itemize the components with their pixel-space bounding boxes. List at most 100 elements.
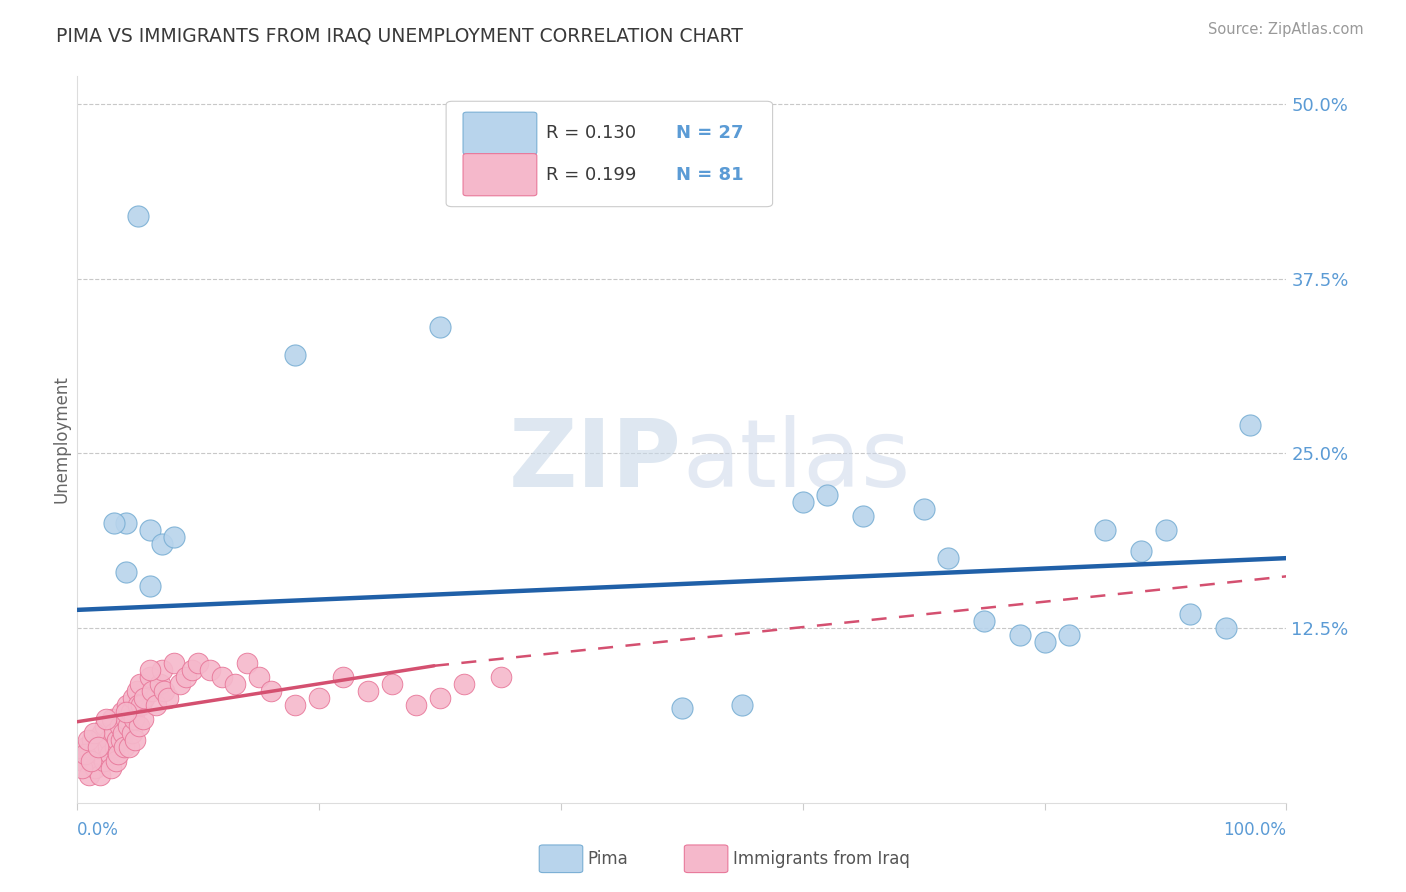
FancyBboxPatch shape (685, 845, 728, 872)
Point (84, 761, 107, 775)
Point (284, 348, 307, 362)
Point (139, 523, 162, 537)
Point (1154, 523, 1177, 537)
Point (815, 488, 838, 502)
Text: Immigrants from Iraq: Immigrants from Iraq (733, 850, 910, 868)
FancyBboxPatch shape (540, 845, 582, 872)
Point (89, 768, 111, 782)
Text: ZIP: ZIP (509, 415, 682, 508)
FancyBboxPatch shape (463, 112, 537, 154)
Point (145, 698, 167, 712)
Point (489, 670, 512, 684)
Point (141, 684, 163, 698)
Point (101, 712, 124, 726)
Point (381, 677, 404, 691)
Text: R = 0.130: R = 0.130 (547, 123, 637, 142)
Point (127, 698, 149, 712)
Point (94, 719, 117, 733)
Text: Source: ZipAtlas.com: Source: ZipAtlas.com (1208, 22, 1364, 37)
Point (114, 705, 136, 719)
Point (200, 663, 222, 677)
Point (356, 684, 378, 698)
FancyBboxPatch shape (463, 153, 537, 195)
Point (131, 712, 153, 726)
Point (90, 726, 112, 740)
Point (107, 747, 129, 761)
Point (122, 690, 145, 705)
Point (332, 670, 354, 684)
Point (1178, 607, 1201, 621)
Text: N = 81: N = 81 (676, 166, 744, 184)
Point (247, 670, 270, 684)
Point (87, 747, 110, 761)
Point (114, 516, 136, 531)
Point (114, 739, 136, 754)
Point (83, 726, 105, 740)
Point (104, 739, 127, 754)
Point (125, 684, 148, 698)
Point (115, 698, 138, 712)
Point (114, 565, 136, 579)
Point (105, 754, 128, 768)
Point (731, 698, 754, 712)
Text: PIMA VS IMMIGRANTS FROM IRAQ UNEMPLOYMENT CORRELATION CHART: PIMA VS IMMIGRANTS FROM IRAQ UNEMPLOYMEN… (56, 27, 744, 45)
Point (405, 698, 427, 712)
Point (912, 502, 935, 516)
Point (157, 690, 180, 705)
Point (112, 726, 135, 740)
Text: Pima: Pima (588, 850, 628, 868)
Point (936, 551, 959, 566)
Point (792, 495, 814, 509)
Text: N = 27: N = 27 (676, 123, 744, 142)
Point (1033, 635, 1056, 649)
Point (139, 670, 162, 684)
Point (79, 754, 101, 768)
Point (235, 656, 257, 670)
Point (108, 719, 131, 733)
Point (93, 754, 115, 768)
Point (453, 677, 475, 691)
Point (100, 761, 122, 775)
Point (1215, 621, 1237, 635)
Point (671, 700, 693, 714)
Point (75, 739, 97, 754)
FancyBboxPatch shape (446, 102, 773, 207)
Text: 0.0%: 0.0% (77, 821, 120, 839)
Point (128, 719, 150, 733)
Point (77, 732, 100, 747)
Point (260, 684, 283, 698)
Point (131, 698, 153, 712)
Point (150, 537, 173, 551)
Point (132, 690, 155, 705)
Point (127, 209, 149, 223)
Point (91, 739, 114, 754)
Point (169, 677, 191, 691)
Point (139, 579, 162, 593)
Point (118, 739, 141, 754)
Point (82, 754, 104, 768)
Point (103, 516, 125, 531)
Point (97, 732, 120, 747)
Point (120, 705, 142, 719)
Text: R = 0.199: R = 0.199 (547, 166, 637, 184)
Point (70, 761, 93, 775)
Point (973, 614, 995, 628)
Point (148, 677, 170, 691)
Point (1130, 544, 1153, 558)
Point (284, 698, 307, 712)
Point (111, 705, 134, 719)
Point (96, 739, 118, 754)
Point (181, 663, 204, 677)
Point (72, 754, 94, 768)
Text: atlas: atlas (682, 415, 910, 508)
Point (1094, 523, 1116, 537)
Point (121, 726, 143, 740)
Point (1239, 418, 1261, 433)
Point (163, 530, 186, 544)
Point (1010, 628, 1032, 642)
Point (122, 712, 145, 726)
Y-axis label: Unemployment: Unemployment (52, 376, 70, 503)
Point (103, 726, 125, 740)
Point (80, 732, 103, 747)
Point (73, 747, 96, 761)
